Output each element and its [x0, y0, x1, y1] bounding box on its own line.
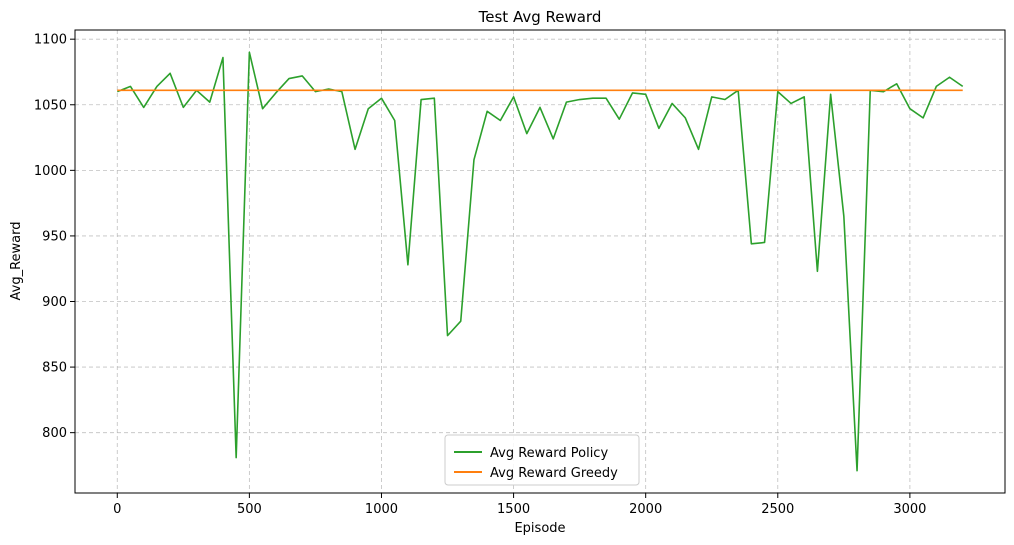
x-axis-ticks: 0 500 1000 1500 2000 2500 3000 — [113, 493, 926, 517]
legend-label-policy: Avg Reward Policy — [490, 446, 608, 461]
legend-label-greedy: Avg Reward Greedy — [490, 466, 618, 481]
y-tick-label: 800 — [42, 426, 67, 441]
y-tick-label: 850 — [42, 361, 67, 376]
y-tick-label: 900 — [42, 295, 67, 310]
y-tick-label: 950 — [42, 229, 67, 244]
x-tick-label: 500 — [237, 502, 262, 517]
y-axis-ticks: 800 850 900 950 1000 1050 1100 — [34, 33, 75, 441]
x-tick-label: 2000 — [629, 502, 662, 517]
y-tick-label: 1050 — [34, 98, 67, 113]
x-tick-label: 2500 — [761, 502, 794, 517]
grid — [75, 30, 1005, 493]
x-axis-label: Episode — [514, 521, 565, 536]
chart-title: Test Avg Reward — [478, 8, 602, 26]
x-tick-label: 1000 — [365, 502, 398, 517]
x-tick-label: 1500 — [497, 502, 530, 517]
y-tick-label: 1100 — [34, 33, 67, 48]
y-tick-label: 1000 — [34, 164, 67, 179]
plot-frame — [74, 29, 1006, 494]
series-layer — [116, 51, 964, 472]
legend-box — [444, 434, 640, 486]
legend: Avg Reward Policy Avg Reward Greedy — [444, 434, 640, 486]
x-tick-label: 3000 — [893, 502, 926, 517]
x-tick-label: 0 — [113, 502, 121, 517]
y-axis-label: Avg_Reward — [9, 222, 24, 301]
